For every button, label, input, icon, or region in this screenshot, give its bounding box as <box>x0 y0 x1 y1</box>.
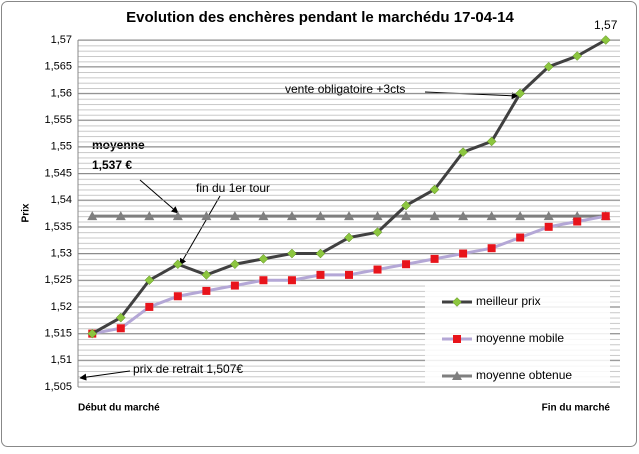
y-tick-label: 1,54 <box>51 194 72 206</box>
annotation: moyenne <box>92 138 145 152</box>
marker <box>287 248 297 259</box>
y-tick-label: 1,555 <box>44 114 72 126</box>
marker <box>230 281 239 290</box>
arrow <box>139 179 179 214</box>
value-label: 1,57 <box>594 18 618 32</box>
marker <box>116 324 125 333</box>
marker <box>173 292 182 301</box>
y-tick-label: 1,57 <box>51 34 72 46</box>
marker <box>515 88 526 99</box>
marker <box>601 212 610 221</box>
marker <box>458 147 468 157</box>
marker <box>144 211 155 221</box>
y-tick-label: 1,525 <box>44 274 72 286</box>
marker <box>429 211 440 221</box>
annotation: 1,537 € <box>92 158 132 172</box>
annotation: fin du 1er tour <box>196 181 270 195</box>
marker <box>372 227 383 238</box>
legend-label: moyenne mobile <box>476 331 564 345</box>
marker <box>486 136 497 147</box>
marker <box>401 211 412 221</box>
marker <box>572 51 583 61</box>
y-tick-label: 1,53 <box>51 247 72 259</box>
marker <box>543 211 554 221</box>
marker <box>286 211 297 221</box>
marker <box>430 254 439 263</box>
marker <box>87 211 98 221</box>
marker <box>544 222 553 231</box>
marker <box>452 297 462 307</box>
marker <box>287 276 296 285</box>
marker <box>87 328 98 339</box>
marker <box>258 254 269 264</box>
marker <box>372 211 383 221</box>
marker <box>459 249 468 258</box>
marker <box>373 265 382 274</box>
marker <box>172 259 183 270</box>
marker <box>144 275 155 286</box>
marker <box>458 211 469 221</box>
marker <box>345 270 353 279</box>
y-tick-label: 1,52 <box>51 301 72 313</box>
legend-label: meilleur prix <box>476 294 541 308</box>
marker <box>452 371 462 380</box>
marker <box>487 244 496 253</box>
marker <box>258 211 269 221</box>
marker <box>201 211 212 221</box>
y-tick-label: 1,505 <box>44 381 72 393</box>
arrow <box>424 91 519 100</box>
y-tick-label: 1,55 <box>51 141 72 153</box>
marker <box>230 259 240 270</box>
marker <box>315 211 326 221</box>
annotation: vente obligatoire +3cts <box>285 82 405 96</box>
marker <box>201 270 212 280</box>
marker <box>344 232 354 243</box>
marker <box>115 312 126 323</box>
x-tick-label: Début du marché <box>78 403 160 414</box>
marker <box>202 286 211 295</box>
arrow <box>79 370 131 381</box>
annotation: prix de retrait 1,507€ <box>133 362 243 376</box>
marker <box>453 335 461 343</box>
marker <box>516 233 525 242</box>
marker <box>145 302 154 311</box>
marker <box>486 211 497 221</box>
marker <box>402 260 411 269</box>
marker <box>600 35 611 45</box>
marker <box>515 211 526 221</box>
x-tick-label: Fin du marché <box>542 403 611 414</box>
marker <box>172 211 183 221</box>
legend-label: moyenne obtenue <box>476 368 572 382</box>
marker <box>229 211 240 221</box>
marker <box>429 184 440 195</box>
y-tick-label: 1,535 <box>44 221 72 233</box>
chart-title: Evolution des enchères pendant le marché… <box>126 9 514 26</box>
marker <box>316 270 325 279</box>
marker <box>573 217 582 226</box>
y-tick-label: 1,51 <box>51 354 72 366</box>
y-axis-label: Prix <box>21 203 32 222</box>
marker <box>401 200 411 211</box>
y-tick-label: 1,565 <box>44 61 72 73</box>
marker <box>315 248 326 259</box>
marker <box>543 61 554 72</box>
marker <box>259 276 268 285</box>
marker <box>115 211 126 221</box>
y-tick-label: 1,56 <box>51 87 72 99</box>
marker <box>344 211 354 221</box>
y-tick-label: 1,545 <box>44 167 72 179</box>
y-tick-label: 1,515 <box>44 328 72 340</box>
